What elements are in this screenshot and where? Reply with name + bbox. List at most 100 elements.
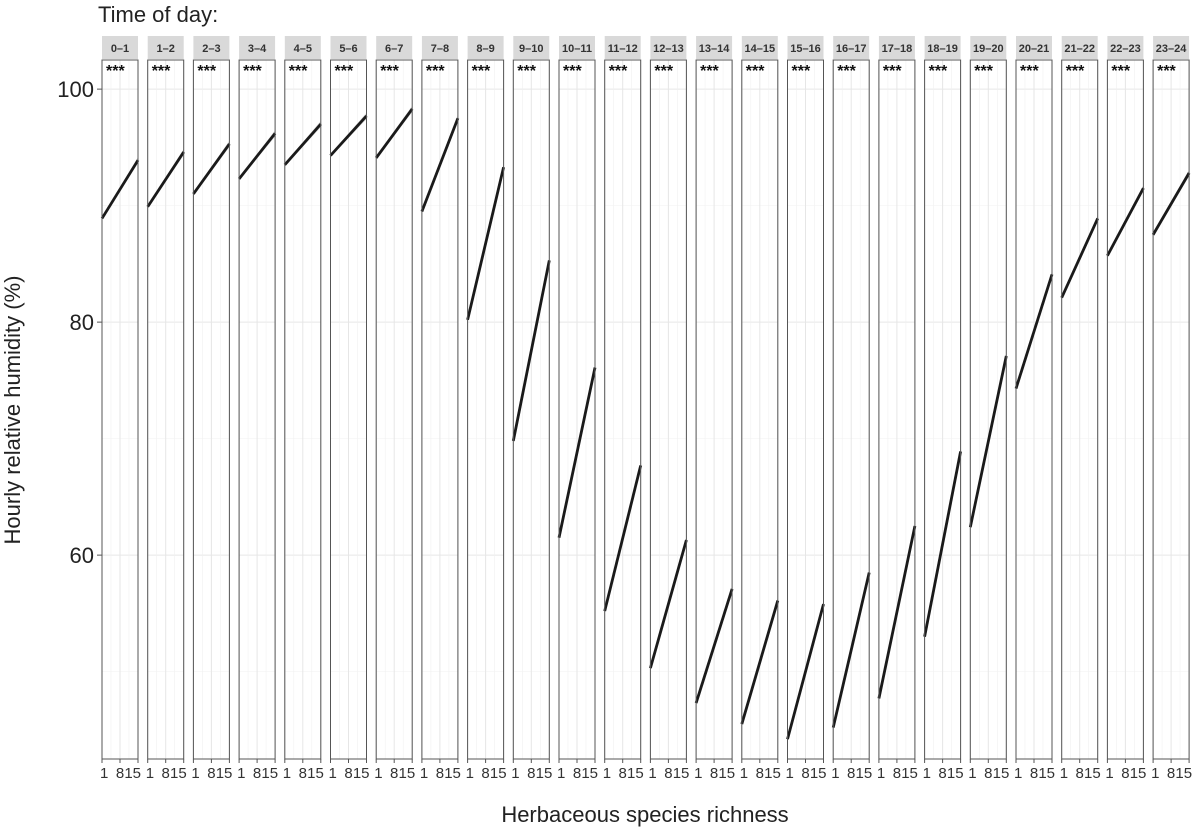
significance-label: *** bbox=[974, 63, 993, 80]
facet-panel: 19–20 *** 1 8 15 bbox=[968, 36, 1009, 782]
significance-label: *** bbox=[289, 63, 308, 80]
x-tick-label: 15 bbox=[490, 765, 507, 782]
y-tick-label: 100 bbox=[57, 77, 94, 102]
x-tick-label: 15 bbox=[1130, 765, 1147, 782]
regression-line bbox=[238, 132, 277, 180]
facet-panels: 0–1***1 8 151–2***1 8 152–3***1 8 153–4***1 8 15… bbox=[100, 36, 1192, 782]
facet-panel: 22–23 *** 1 8 15 bbox=[1105, 36, 1146, 782]
facet-strip-label: 7–8 bbox=[431, 43, 449, 55]
facet-strip-label: 20–21 bbox=[1019, 43, 1050, 55]
regression-line bbox=[694, 588, 734, 704]
facet-strip bbox=[102, 36, 138, 59]
facet-strip bbox=[239, 36, 276, 59]
facet-strip bbox=[513, 36, 550, 59]
facet-panel: 2–3 *** 1 8 15 bbox=[191, 36, 232, 782]
significance-label: *** bbox=[1111, 63, 1130, 80]
x-tick-label: 1 bbox=[420, 765, 428, 782]
x-tick-label: 1 bbox=[466, 765, 474, 782]
x-tick-label: 15 bbox=[764, 765, 781, 782]
x-tick-label: 15 bbox=[1038, 765, 1055, 782]
significance-label: *** bbox=[654, 63, 673, 80]
facet-strip-label: 12–13 bbox=[653, 43, 684, 55]
x-tick-label: 1 bbox=[968, 765, 976, 782]
significance-label: *** bbox=[1066, 63, 1085, 80]
x-tick-label: 15 bbox=[810, 765, 827, 782]
facet-strip-label: 16–17 bbox=[836, 43, 867, 55]
x-tick-label: 15 bbox=[673, 765, 690, 782]
facet-panel: 16–17 *** 1 8 15 bbox=[831, 36, 872, 782]
facet-strip-label: 0–1 bbox=[111, 43, 129, 55]
facet-strip-label: 6–7 bbox=[385, 43, 403, 55]
x-tick-label: 1 bbox=[877, 765, 885, 782]
x-tick-label: 15 bbox=[1084, 765, 1101, 782]
x-tick-label: 15 bbox=[581, 765, 598, 782]
facet-panel: 15–16 *** 1 8 15 bbox=[786, 36, 827, 782]
regression-line bbox=[786, 603, 825, 740]
facet-strip bbox=[1107, 36, 1144, 59]
x-tick-label: 15 bbox=[947, 765, 964, 782]
x-tick-label: 8 bbox=[344, 765, 352, 782]
facet-strip bbox=[421, 36, 458, 59]
x-tick-label: 8 bbox=[299, 765, 307, 782]
facet-panel: 6–7 *** 1 8 15 bbox=[374, 36, 415, 782]
facet-strip-label: 5–6 bbox=[339, 43, 357, 55]
significance-label: *** bbox=[563, 63, 582, 80]
x-tick-label: 15 bbox=[261, 765, 278, 782]
x-tick-label: 8 bbox=[253, 765, 261, 782]
facet-panel: 21–22 *** 1 8 15 bbox=[1060, 36, 1101, 782]
facet-strip bbox=[193, 36, 230, 59]
facet-strip bbox=[147, 36, 184, 59]
x-tick-label: 8 bbox=[847, 765, 855, 782]
facet-strip bbox=[650, 36, 687, 59]
facet-strip bbox=[559, 36, 595, 59]
facet-strip bbox=[330, 36, 367, 59]
x-tick-label: 15 bbox=[901, 765, 918, 782]
x-tick-label: 1 bbox=[740, 765, 748, 782]
facet-strip-label: 15–16 bbox=[790, 43, 821, 55]
x-tick-label: 1 bbox=[329, 765, 337, 782]
x-tick-label: 1 bbox=[603, 765, 611, 782]
significance-label: *** bbox=[1020, 63, 1039, 80]
facet-strip bbox=[787, 36, 824, 59]
regression-line bbox=[877, 525, 917, 699]
x-tick-label: 1 bbox=[694, 765, 702, 782]
significance-label: *** bbox=[472, 63, 491, 80]
facet-panel: 9–10 *** 1 8 15 bbox=[511, 36, 552, 782]
facet-panel: 18–19 *** 1 8 15 bbox=[923, 36, 964, 782]
facet-panel: 10–11 *** 1 8 15 bbox=[557, 36, 598, 782]
x-tick-label: 8 bbox=[436, 765, 444, 782]
significance-label: *** bbox=[700, 63, 719, 80]
x-tick-label: 8 bbox=[664, 765, 672, 782]
facet-panel: 11–12 *** 1 8 15 bbox=[603, 36, 644, 782]
facet-panel: 3–4 *** 1 8 15 bbox=[237, 36, 278, 782]
facet-strip-label: 3–4 bbox=[248, 43, 267, 55]
x-tick-label: 1 bbox=[557, 765, 565, 782]
regression-line bbox=[740, 600, 780, 725]
facet-strip-label: 17–18 bbox=[882, 43, 913, 55]
regression-line bbox=[557, 367, 597, 538]
x-tick-label: 8 bbox=[984, 765, 992, 782]
significance-label: *** bbox=[380, 63, 399, 80]
facet-strip-label: 11–12 bbox=[608, 43, 638, 55]
x-tick-label: 8 bbox=[116, 765, 124, 782]
x-tick-label: 8 bbox=[1167, 765, 1175, 782]
regression-line bbox=[923, 451, 962, 637]
regression-line bbox=[1106, 187, 1145, 257]
x-tick-label: 1 bbox=[1014, 765, 1022, 782]
x-tick-label: 1 bbox=[1151, 765, 1159, 782]
x-tick-label: 8 bbox=[573, 765, 581, 782]
facet-panel: 0–1 *** 1 8 15 bbox=[100, 36, 141, 782]
regression-line bbox=[968, 355, 1008, 528]
facet-panel: 12–13 *** 1 8 15 bbox=[648, 36, 689, 782]
facet-strip-label: 18–19 bbox=[927, 43, 958, 55]
x-tick-label: 1 bbox=[191, 765, 199, 782]
x-tick-label: 1 bbox=[831, 765, 839, 782]
x-tick-label: 8 bbox=[938, 765, 946, 782]
x-tick-label: 8 bbox=[527, 765, 535, 782]
facet-panel: 1–2 *** 1 8 15 bbox=[146, 36, 187, 782]
x-tick-label: 1 bbox=[511, 765, 519, 782]
facet-strip-label: 2–3 bbox=[202, 43, 220, 55]
regression-line bbox=[649, 539, 688, 669]
